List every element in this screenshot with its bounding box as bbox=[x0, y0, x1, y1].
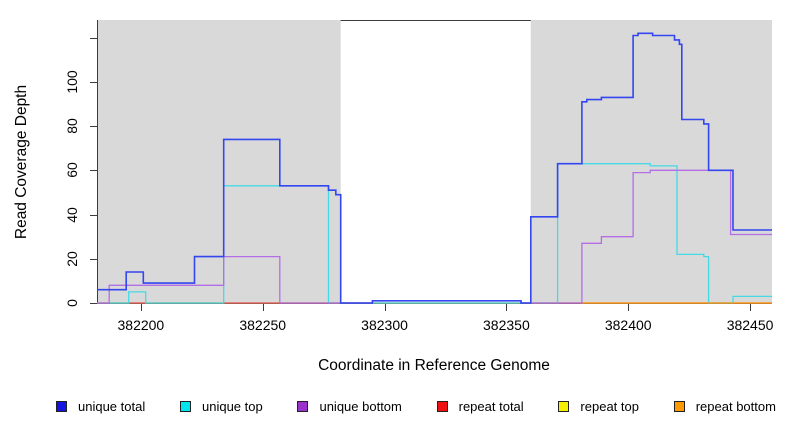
legend-item: unique total bbox=[56, 399, 145, 414]
legend-item-label: repeat top bbox=[580, 399, 639, 414]
legend-item: repeat total bbox=[436, 399, 524, 414]
legend-swatch-icon bbox=[673, 401, 685, 412]
x-tick bbox=[506, 304, 508, 311]
y-tick-label: 60 bbox=[64, 162, 80, 179]
coverage-chart bbox=[97, 20, 772, 304]
y-axis-title: Read Coverage Depth bbox=[13, 84, 30, 240]
legend: unique total unique top unique bottom repea… bbox=[0, 399, 792, 414]
y-tick-label: 100 bbox=[64, 70, 80, 94]
legend-item-label: unique total bbox=[78, 399, 146, 414]
y-tick bbox=[90, 37, 97, 39]
x-tick-label: 382200 bbox=[117, 317, 165, 333]
x-tick bbox=[628, 304, 630, 311]
x-tick bbox=[750, 304, 752, 311]
x-tick-label: 382300 bbox=[361, 317, 408, 333]
legend-swatch-icon bbox=[179, 401, 191, 412]
legend-item-label: repeat total bbox=[458, 399, 524, 414]
legend-item-label: unique bottom bbox=[319, 399, 402, 414]
legend-item-label: repeat bottom bbox=[695, 399, 776, 414]
legend-swatch-icon bbox=[297, 401, 309, 412]
unique-top-line bbox=[97, 163, 772, 304]
legend-item: repeat bottom bbox=[673, 399, 776, 414]
y-tick bbox=[90, 214, 97, 216]
x-tick-label: 382350 bbox=[483, 317, 530, 333]
x-tick bbox=[262, 304, 264, 311]
legend-item-label: unique top bbox=[201, 399, 263, 414]
legend-item: repeat top bbox=[558, 399, 639, 414]
y-tick-label: 0 bbox=[64, 299, 80, 307]
shaded-region bbox=[98, 20, 341, 303]
y-tick-label: 40 bbox=[64, 206, 80, 223]
x-tick bbox=[140, 304, 142, 311]
unique-total-line bbox=[97, 32, 772, 304]
y-tick-label: 80 bbox=[64, 118, 80, 134]
plot-area bbox=[97, 20, 772, 304]
y-tick bbox=[90, 170, 97, 172]
y-tick bbox=[90, 303, 97, 304]
y-tick bbox=[90, 126, 97, 128]
unique-bottom-line bbox=[97, 169, 772, 304]
x-tick-label: 382400 bbox=[604, 317, 652, 333]
y-tick-label: 20 bbox=[64, 250, 80, 267]
x-axis-title: Coordinate in Reference Genome bbox=[318, 357, 550, 374]
shaded-region bbox=[530, 20, 772, 303]
legend-swatch-icon bbox=[56, 401, 67, 412]
x-tick-label: 382450 bbox=[726, 317, 774, 333]
legend-swatch-icon bbox=[558, 401, 570, 412]
x-tick-label: 382250 bbox=[239, 317, 287, 333]
y-tick bbox=[90, 258, 97, 260]
y-tick bbox=[90, 81, 97, 83]
x-tick bbox=[384, 304, 386, 311]
legend-item: unique bottom bbox=[297, 399, 402, 414]
legend-swatch-icon bbox=[436, 401, 448, 412]
legend-item: unique top bbox=[179, 399, 263, 414]
